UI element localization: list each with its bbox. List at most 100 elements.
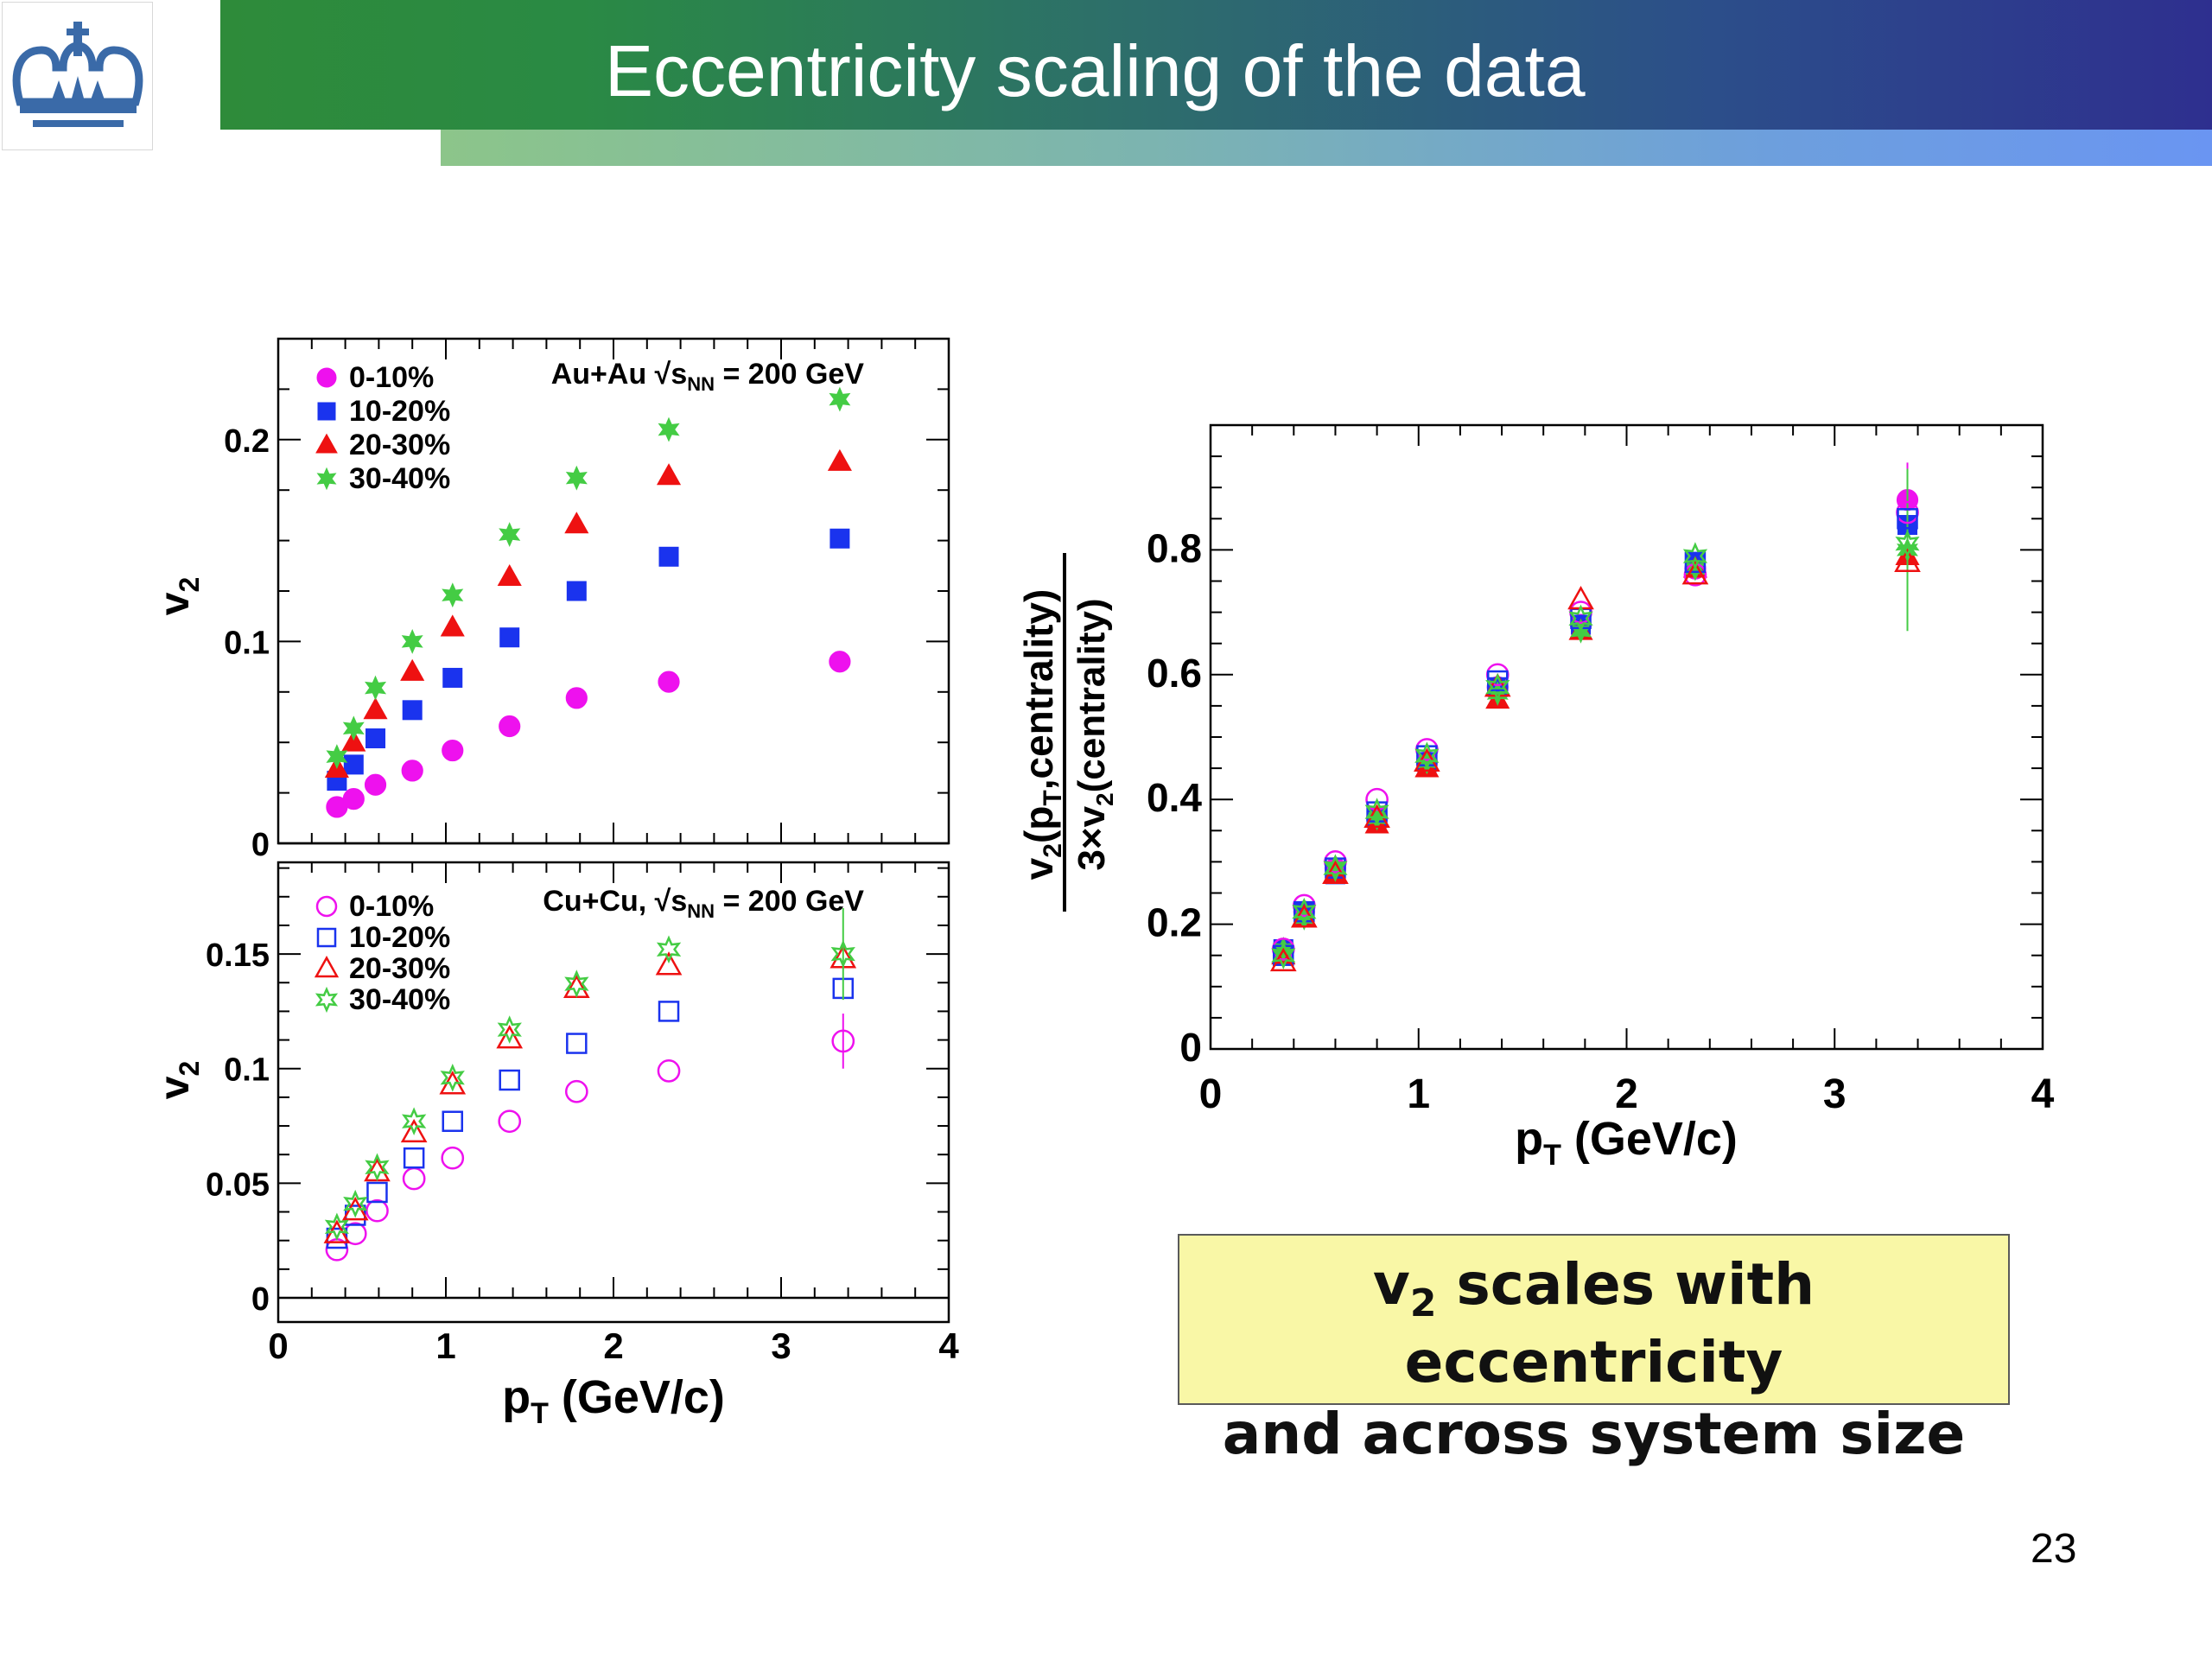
data-point xyxy=(1271,941,1296,970)
y-tick-label: 0.15 xyxy=(206,938,270,974)
legend-label: 0-10% xyxy=(349,361,434,394)
data-point xyxy=(496,1025,524,1049)
data-point xyxy=(1292,897,1317,926)
data-point xyxy=(1897,508,1918,530)
data-point xyxy=(499,627,520,648)
right-chart-ylabel-numerator: v2(pT,centrality) xyxy=(1016,589,1067,880)
legend-label: 30-40% xyxy=(349,983,450,1016)
data-point xyxy=(403,1147,425,1169)
x-tick-label: 2 xyxy=(1615,1071,1638,1117)
data-point xyxy=(830,939,855,969)
bottom-chart-xlabel: pT (GeV/c) xyxy=(502,1371,725,1430)
bottom-chart-axes: 0 0.05 0.1 0.15 0 1 2 3 4 xyxy=(206,862,959,1366)
data-point xyxy=(363,697,388,720)
right-chart-xlabel: pT (GeV/c) xyxy=(1515,1113,1738,1172)
y-tick-label: 0.05 xyxy=(206,1166,270,1203)
top-chart-ylabel: v2 xyxy=(152,577,205,616)
data-point xyxy=(499,1069,520,1091)
data-point xyxy=(566,581,587,601)
data-point xyxy=(365,675,387,701)
page-number: 23 xyxy=(2031,1526,2077,1572)
legend-label: 20-30% xyxy=(349,952,450,985)
data-point xyxy=(829,386,851,412)
data-point xyxy=(1681,561,1709,585)
data-point xyxy=(658,671,680,693)
legend-marker xyxy=(316,367,337,388)
right-chart-axes: 0 0.2 0.4 0.6 0.8 0 1 2 3 4 xyxy=(1147,424,2055,1117)
data-point xyxy=(400,1118,428,1143)
y-tick-label: 0.2 xyxy=(224,423,270,460)
title-banner xyxy=(220,0,2212,130)
bottom-chart-marks xyxy=(323,908,857,1262)
y-tick-label: 0.8 xyxy=(1147,525,1202,570)
data-point xyxy=(658,1001,680,1022)
data-point xyxy=(364,773,387,796)
data-point xyxy=(401,628,423,654)
legend-label: 10-20% xyxy=(349,921,450,954)
y-tick-label: 0 xyxy=(251,1281,270,1318)
data-point xyxy=(565,465,588,491)
data-point xyxy=(342,715,365,741)
data-point xyxy=(658,546,679,567)
x-tick-label: 0 xyxy=(1199,1071,1223,1117)
data-point xyxy=(564,1079,588,1103)
data-point xyxy=(499,715,521,738)
data-point xyxy=(365,1198,389,1223)
data-point xyxy=(326,744,348,770)
data-point xyxy=(656,935,682,964)
data-point xyxy=(342,788,365,810)
top-chart-axes: 0 0.1 0.2 xyxy=(224,338,950,863)
bottom-chart-legend: 0-10%10-20%20-30%30-40% xyxy=(314,890,450,1016)
top-chart-legend: 0-10%10-20%20-30%30-40% xyxy=(315,361,450,495)
data-point xyxy=(365,1153,390,1182)
y-tick-label: 0.1 xyxy=(224,625,270,661)
legend-marker xyxy=(316,467,337,491)
data-point xyxy=(564,969,589,998)
legend-marker xyxy=(314,956,340,978)
legend-label: 20-30% xyxy=(349,429,450,461)
crown-icon xyxy=(12,22,143,127)
x-tick-label: 3 xyxy=(771,1325,791,1366)
title-banner-stripe xyxy=(441,130,2212,166)
bottom-chart-title: Cu+Cu, √sNN = 200 GeV xyxy=(543,885,864,922)
data-point xyxy=(324,1212,349,1242)
top-chart-title: Au+Au √sNN = 200 GeV xyxy=(551,358,865,395)
data-point xyxy=(1568,604,1593,633)
data-point xyxy=(831,1029,855,1053)
x-tick-label: 3 xyxy=(1823,1071,1847,1117)
data-point xyxy=(1895,529,1920,558)
data-point xyxy=(564,512,589,534)
data-point xyxy=(440,614,465,637)
data-point xyxy=(1365,787,1389,811)
legend-marker xyxy=(315,986,339,1014)
x-tick-label: 1 xyxy=(1407,1071,1430,1117)
data-point xyxy=(402,700,423,721)
data-point xyxy=(655,951,683,976)
legend-label: 30-40% xyxy=(349,462,450,495)
data-point xyxy=(1323,854,1348,882)
data-point xyxy=(440,1063,465,1092)
data-point xyxy=(401,760,423,782)
data-point xyxy=(441,1146,465,1170)
legend-marker xyxy=(317,402,336,421)
data-point xyxy=(497,563,522,587)
x-tick-label: 2 xyxy=(603,1325,623,1366)
university-crown-logo xyxy=(2,2,153,150)
data-point xyxy=(442,1110,464,1132)
data-point xyxy=(402,1107,427,1135)
right-chart-ylabel-denominator: 3×v2(centrality) xyxy=(1071,598,1118,870)
callout-line-2: and across system size xyxy=(1222,1400,1966,1467)
y-tick-label: 0.2 xyxy=(1147,900,1202,945)
y-tick-label: 0.1 xyxy=(224,1052,270,1089)
data-point xyxy=(498,1109,522,1134)
x-tick-label: 4 xyxy=(938,1325,959,1366)
data-point xyxy=(365,728,386,749)
data-point xyxy=(657,1059,681,1083)
callout-line-1-text: scales with eccentricity xyxy=(1404,1251,1815,1396)
legend-label: 10-20% xyxy=(349,395,450,428)
legend-label: 0-10% xyxy=(349,890,434,923)
legend-marker xyxy=(316,927,337,948)
x-tick-label: 4 xyxy=(2031,1071,2055,1117)
data-point xyxy=(442,667,463,688)
data-point xyxy=(343,754,364,775)
